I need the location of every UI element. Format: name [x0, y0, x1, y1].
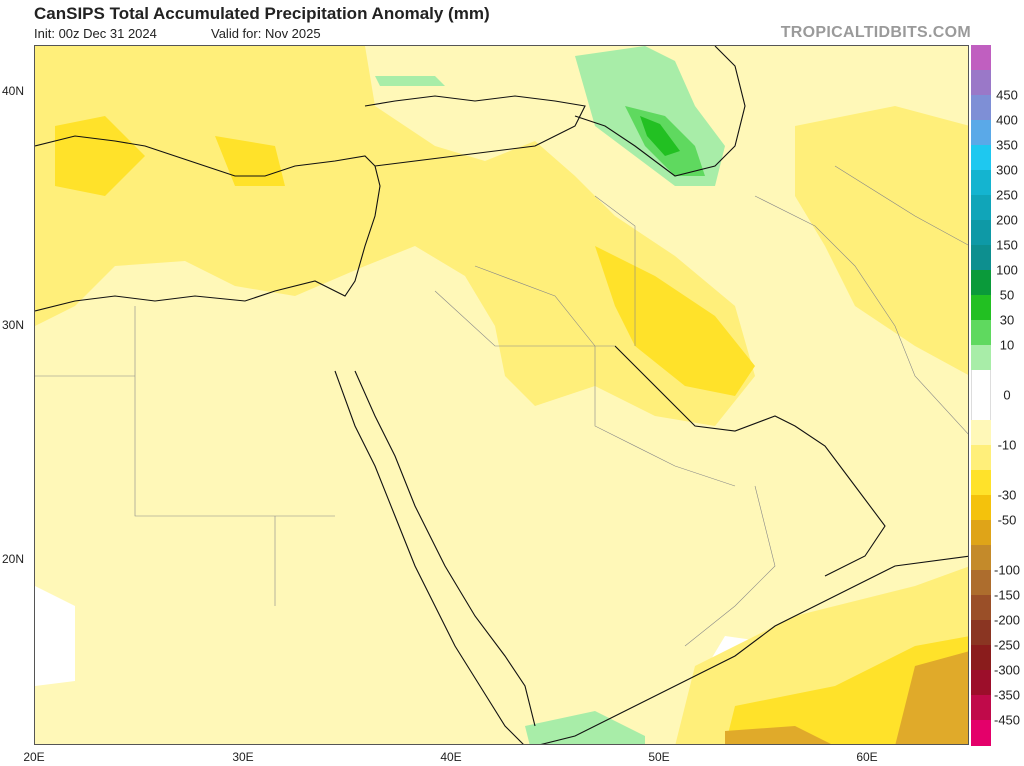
colorbar-label: 250 — [996, 187, 1018, 203]
colorbar-cell — [971, 495, 991, 521]
colorbar — [971, 45, 991, 746]
coastline-mediterranean — [35, 135, 381, 312]
coastline-turkey — [364, 95, 586, 167]
coastlines — [35, 46, 968, 744]
anomaly-fill-minus30 — [35, 46, 968, 744]
colorbar-cell — [971, 145, 991, 171]
brand-watermark: TROPICALTIDBITS.COM — [780, 24, 971, 41]
colorbar-label: 200 — [996, 212, 1018, 228]
lon-label-30e: 30E — [232, 750, 254, 764]
colorbar-cell — [971, 670, 991, 696]
colorbar-label: 30 — [999, 312, 1015, 328]
colorbar-label: 10 — [999, 337, 1015, 353]
coastline-caspian — [574, 46, 746, 177]
colorbar-label: 0 — [1003, 387, 1011, 403]
colorbar-cell — [971, 120, 991, 146]
colorbar-cell — [971, 70, 991, 96]
colorbar-cell — [971, 595, 991, 621]
colorbar-cell — [971, 345, 991, 371]
colorbar-cell — [971, 570, 991, 596]
lon-label-60e: 60E — [856, 750, 878, 764]
colorbar-cell — [971, 320, 991, 346]
colorbar-cell — [971, 720, 991, 746]
lat-label-40n: 40N — [2, 84, 25, 98]
colorbar-cell — [971, 295, 991, 321]
colorbar-label: -300 — [993, 662, 1021, 678]
colorbar-cell — [971, 545, 991, 571]
colorbar-cell — [971, 470, 991, 496]
borders — [35, 165, 968, 647]
colorbar-cell — [971, 520, 991, 546]
chart-title: CanSIPS Total Accumulated Precipitation … — [34, 4, 490, 23]
border-lines — [35, 165, 968, 647]
anomaly-fill-minus50 — [55, 116, 968, 744]
colorbar-label: -100 — [993, 562, 1021, 578]
colorbar-cell — [971, 445, 991, 471]
init-time: Init: 00z Dec 31 2024 — [34, 26, 157, 41]
colorbar-label: 300 — [996, 162, 1018, 178]
colorbar-cell — [971, 370, 991, 396]
colorbar-cell — [971, 170, 991, 196]
colorbar-label: -450 — [993, 712, 1021, 728]
colorbar-label: 50 — [999, 287, 1015, 303]
lon-label-20e: 20E — [23, 750, 45, 764]
colorbar-cell — [971, 395, 991, 421]
lat-label-20n: 20N — [2, 552, 25, 566]
colorbar-cell — [971, 620, 991, 646]
colorbar-label: -150 — [993, 587, 1021, 603]
colorbar-cell — [971, 220, 991, 246]
lon-label-40e: 40E — [440, 750, 462, 764]
valid-time: Valid for: Nov 2025 — [211, 26, 321, 41]
anomaly-fill-plus50 — [640, 116, 680, 156]
colorbar-label: -50 — [997, 512, 1017, 528]
colorbar-cell — [971, 420, 991, 446]
colorbar-cell — [971, 245, 991, 271]
colorbar-cell — [971, 45, 991, 71]
colorbar-cell — [971, 95, 991, 121]
colorbar-cell — [971, 645, 991, 671]
colorbar-label: -30 — [997, 487, 1017, 503]
colorbar-label: -350 — [993, 687, 1021, 703]
colorbar-label: -200 — [993, 612, 1021, 628]
colorbar-label: 100 — [996, 262, 1018, 278]
colorbar-cell — [971, 695, 991, 721]
colorbar-label: 450 — [996, 87, 1018, 103]
colorbar-label: 400 — [996, 112, 1018, 128]
coastline-red-sea — [334, 370, 524, 744]
coastline-persian-gulf — [614, 345, 886, 577]
precipitation-anomaly-map — [34, 45, 969, 745]
colorbar-label: -250 — [993, 637, 1021, 653]
colorbar-label: -10 — [997, 437, 1017, 453]
coastline-arabian-sea — [540, 555, 968, 744]
colorbar-label: 350 — [996, 137, 1018, 153]
coastline-arabia-west — [354, 370, 536, 727]
anomaly-fill-minus100 — [725, 651, 968, 744]
anomaly-fill-plus10 — [375, 46, 725, 744]
colorbar-cell — [971, 195, 991, 221]
colorbar-label: 150 — [996, 237, 1018, 253]
lon-label-50e: 50E — [648, 750, 670, 764]
lat-label-30n: 30N — [2, 318, 25, 332]
colorbar-cell — [971, 270, 991, 296]
